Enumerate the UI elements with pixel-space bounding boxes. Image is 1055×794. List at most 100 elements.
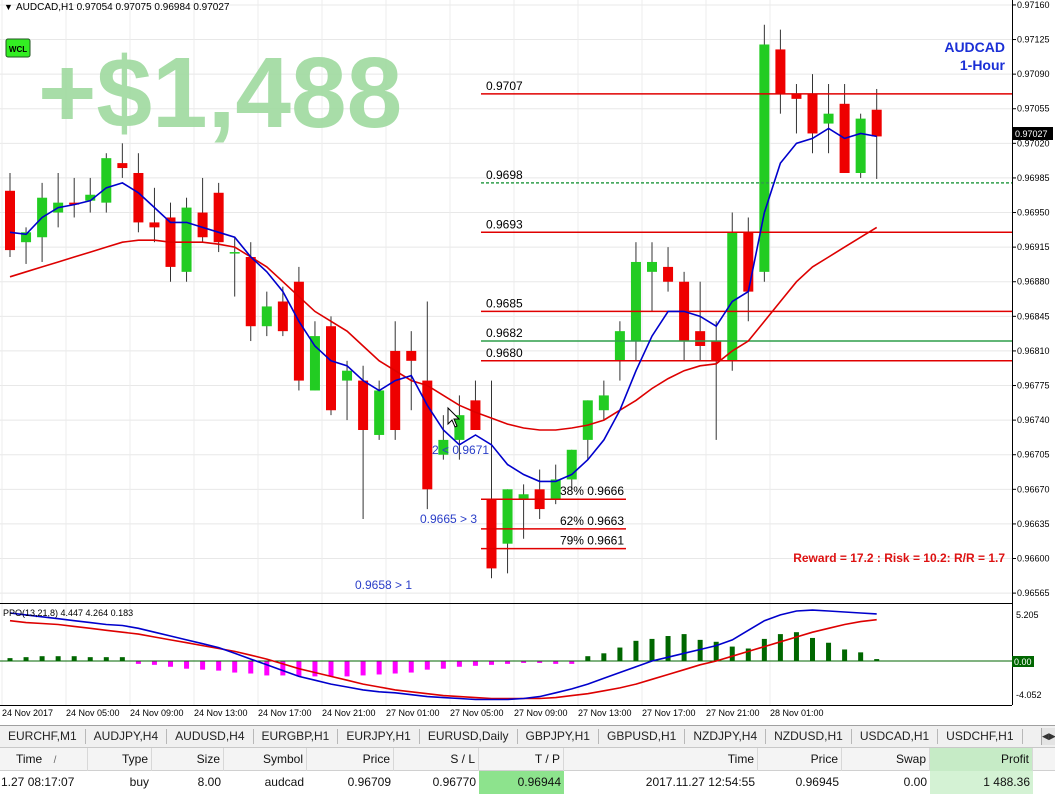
col-header-sl[interactable]: S / L — [394, 748, 479, 771]
candle-body — [759, 44, 770, 272]
ppo-histogram-bar — [119, 657, 125, 661]
candle-body — [695, 331, 706, 346]
col-header-size[interactable]: Size — [152, 748, 224, 771]
bear-candle — [326, 316, 336, 416]
col-header-tp[interactable]: T / P — [479, 748, 564, 771]
candle-body — [309, 336, 320, 391]
time-axis-label: 24 Nov 17:00 — [258, 708, 312, 718]
bear-candle — [117, 143, 128, 178]
bull-candle — [309, 321, 320, 391]
ppo-scale-bottom: -4.052 — [1016, 690, 1042, 700]
price-chart[interactable]: 0.9707 0.9698 0.9693 0.9685 0.9682 0.9680 38% … — [0, 0, 1055, 725]
ppo-histogram-bar — [649, 638, 655, 661]
level-label: 0.9707 — [486, 79, 523, 93]
candle-body — [855, 118, 866, 173]
ppo-zero-tag: 0.00 — [1012, 656, 1034, 667]
price-scale-label: 0.96705 — [1017, 450, 1050, 460]
ppo-histogram-bar — [440, 661, 446, 669]
tab-audjpy-h4[interactable]: AUDJPY,H4 — [86, 729, 168, 744]
mouse-cursor-icon — [447, 406, 461, 428]
col-header-type[interactable]: Type — [88, 748, 152, 771]
col-header-price[interactable]: Price — [307, 748, 394, 771]
bull-candle — [727, 212, 738, 371]
candle-body — [229, 252, 240, 254]
price-scale-label: 0.96670 — [1017, 484, 1050, 494]
candle-body — [518, 494, 529, 500]
cell-stop-loss: 0.96770 — [432, 775, 476, 789]
col-header-close-price[interactable]: Price — [758, 748, 842, 771]
tab-nzdjpy-h4[interactable]: NZDJPY,H4 — [685, 729, 767, 744]
ppo-histogram-bar — [810, 637, 815, 661]
tab-usdcad-h1[interactable]: USDCAD,H1 — [852, 729, 939, 744]
col-header-symbol[interactable]: Symbol — [224, 748, 307, 771]
ppo-histogram-bar — [280, 661, 286, 676]
candle-body — [775, 49, 786, 94]
candle-body — [293, 281, 304, 381]
tab-eurjpy-h1[interactable]: EURJPY,H1 — [338, 729, 420, 744]
tab-usdchf-h1[interactable]: USDCHF,H1 — [938, 729, 1023, 744]
col-header-time[interactable]: Time / — [0, 748, 88, 771]
tab-eurchf-m1[interactable]: EURCHF,M1 — [0, 729, 86, 744]
time-axis-label: 28 Nov 01:00 — [770, 708, 824, 718]
ppo-histogram-bar — [39, 656, 45, 661]
bear-candle — [213, 182, 224, 253]
bull-candle — [855, 113, 866, 178]
bull-candle — [582, 400, 593, 460]
tab-nzdusd-h1[interactable]: NZDUSD,H1 — [766, 729, 852, 744]
table-row[interactable]: 1.27 08:17:07 buy 8.00 audcad 0.96709 0.… — [0, 771, 1055, 794]
zigzag-label-3: 0.9665 > 3 — [420, 512, 477, 526]
price-scale-label: 0.96880 — [1017, 277, 1050, 287]
tab-audusd-h4[interactable]: AUDUSD,H4 — [167, 729, 254, 744]
bull-candle — [518, 484, 529, 539]
level-label: 0.9693 — [486, 217, 523, 231]
candle-body — [133, 172, 144, 223]
tab-eurusd-daily[interactable]: EURUSD,Daily — [420, 729, 518, 744]
ppo-histogram-bar — [151, 661, 157, 665]
ppo-histogram-bar — [472, 661, 478, 666]
candle-body — [807, 93, 818, 134]
candle-body — [727, 232, 738, 361]
bear-candle — [807, 74, 818, 154]
timeframe-label: 1-Hour — [960, 57, 1006, 73]
candle-body — [454, 415, 465, 440]
bear-candle — [358, 365, 369, 519]
col-header-profit[interactable]: Profit — [930, 748, 1033, 771]
tab-gbpusd-h1[interactable]: GBPUSD,H1 — [599, 729, 686, 744]
price-scale-label: 0.96915 — [1017, 242, 1050, 252]
zigzag-label-1: 0.9658 > 1 — [355, 578, 412, 592]
ppo-histogram-bar — [713, 641, 719, 661]
tab-gbpjpy-h1[interactable]: GBPJPY,H1 — [518, 729, 599, 744]
col-header-swap[interactable]: Swap — [842, 748, 930, 771]
time-axis-label: 27 Nov 01:00 — [386, 708, 440, 718]
ppo-histogram-bar — [697, 639, 703, 661]
price-scale-label: 0.96740 — [1017, 415, 1050, 425]
bear-candle — [871, 88, 882, 179]
candle-body — [438, 439, 449, 455]
time-axis-label: 24 Nov 05:00 — [66, 708, 120, 718]
ppo-histogram-bar — [585, 656, 591, 661]
time-axis-label: 24 Nov 09:00 — [130, 708, 184, 718]
cell-profit: 1 488.36 — [930, 771, 1033, 794]
ppo-histogram-bar — [456, 661, 462, 667]
overlay-profit: +$1,488 — [38, 37, 402, 149]
time-axis-label: 27 Nov 13:00 — [578, 708, 632, 718]
ppo-histogram-bar — [858, 652, 864, 661]
bear-candle — [149, 187, 160, 243]
ppo-histogram-bar — [665, 636, 671, 661]
time-axis-label: 27 Nov 21:00 — [706, 708, 760, 718]
wcl-badge[interactable]: WCL — [5, 38, 31, 58]
ppo-histogram-bar — [55, 656, 61, 661]
ppo-histogram-bar — [248, 661, 254, 674]
col-header-close-time[interactable]: Time — [564, 748, 758, 771]
bear-candle — [743, 217, 754, 322]
candle-body — [197, 212, 208, 238]
tab-scroll-arrow-icon[interactable]: ◀▶ — [1041, 728, 1055, 745]
bear-candle — [277, 286, 288, 337]
symbol-title-dropdown[interactable]: ▼ — [4, 2, 13, 12]
candle-body — [630, 261, 641, 342]
time-axis-label: 27 Nov 05:00 — [450, 708, 504, 718]
tab-eurgbp-h1[interactable]: EURGBP,H1 — [254, 729, 339, 744]
candle-body — [213, 192, 224, 243]
fib-level-label: 79% 0.9661 — [560, 534, 624, 548]
ppo-histogram-bar — [633, 640, 639, 661]
